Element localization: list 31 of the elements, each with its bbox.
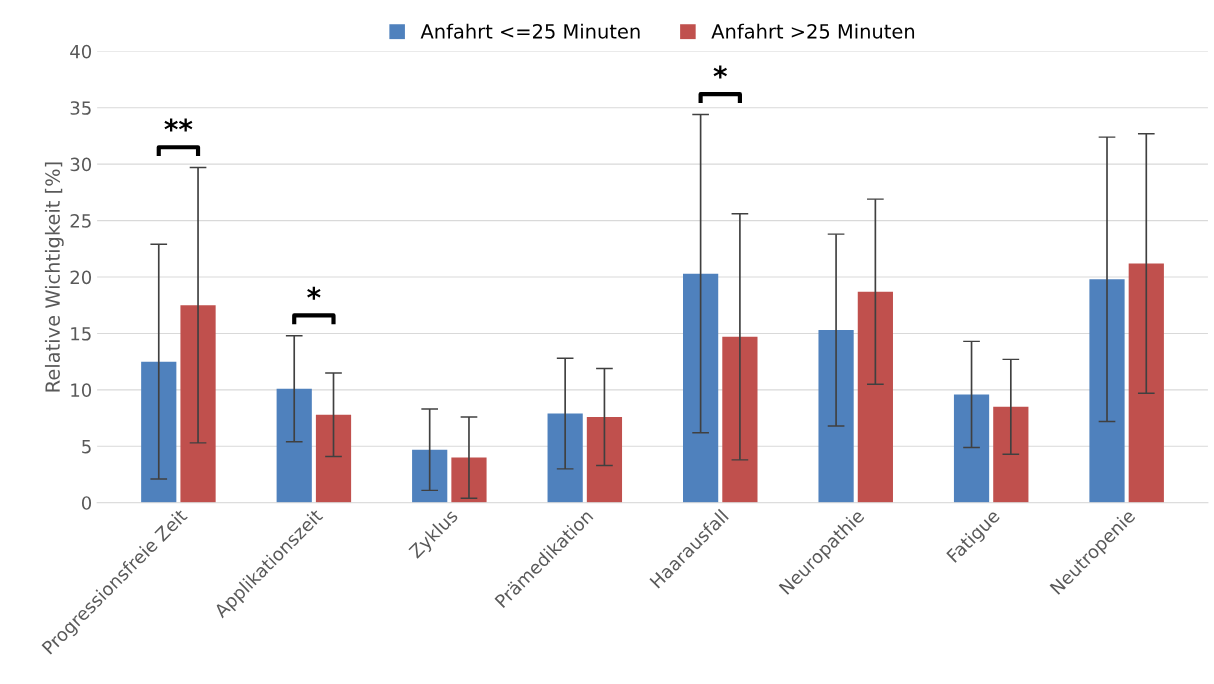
- y-axis-title: Relative Wichtigkeit [%]: [44, 162, 64, 392]
- y-tick-label: 35: [70, 101, 91, 115]
- bar: [141, 361, 177, 503]
- bar: [276, 388, 312, 503]
- y-tick-label: 5: [82, 440, 91, 454]
- bar: [818, 330, 854, 503]
- y-tick-label: 0: [81, 496, 92, 510]
- y-tick-label: 10: [71, 383, 92, 397]
- y-tick-label: 25: [70, 214, 91, 228]
- legend-label: Anfahrt >25 Minuten: [711, 23, 915, 39]
- bar: [722, 336, 758, 503]
- y-tick-label: 30: [70, 157, 92, 172]
- y-tick-label: 20: [70, 270, 92, 285]
- bar: [412, 449, 448, 503]
- y-tick-label: 15: [71, 327, 91, 341]
- bar: [315, 414, 352, 503]
- y-tick-label: 40: [70, 44, 92, 59]
- bar: [180, 305, 216, 503]
- bar: [953, 394, 990, 503]
- bar: [857, 291, 893, 503]
- bar: [547, 413, 583, 503]
- legend-label: Anfahrt <=25 Minuten: [420, 23, 640, 39]
- bar: [1089, 279, 1125, 503]
- bar: [586, 416, 623, 503]
- bar: [993, 406, 1029, 503]
- annotation: **: [164, 118, 193, 132]
- bar: [451, 457, 487, 503]
- annotation: *: [307, 286, 321, 300]
- bar: [683, 273, 719, 503]
- bar: [1128, 263, 1164, 503]
- annotation: *: [713, 65, 727, 79]
